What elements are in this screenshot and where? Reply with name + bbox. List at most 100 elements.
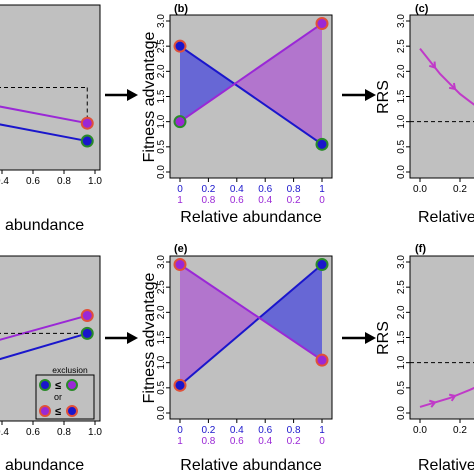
panel-f-direction-chevron-3 <box>448 393 457 402</box>
panel-b-letter: (b) <box>174 3 188 15</box>
panel-a-endpoint-1 <box>80 116 94 130</box>
panel-c-ytick-label-0: 0.0 <box>396 165 407 179</box>
panel-d-xtick-label-0: 0.4 <box>0 427 9 438</box>
panel-e-xtick-top-label-5: 1 <box>319 425 325 436</box>
panel-e-xtick-top-label-4: 0.8 <box>287 425 301 436</box>
panel-a-xtick-label-2: 0.8 <box>57 176 71 187</box>
panel-b-ytick-label-5: 2.5 <box>156 39 167 53</box>
panel-b-left-area <box>180 46 235 122</box>
panel-a-xlabel: abundance <box>5 217 84 234</box>
panel-d-line-purple <box>0 314 88 341</box>
panel-b-xtick-bottom-label-1: 0.8 <box>201 195 215 206</box>
panel-f-ytick-label-5: 2.5 <box>396 280 407 294</box>
panel-b-point-purple-end <box>315 17 329 31</box>
panel-b-point-purple-start <box>173 115 187 129</box>
panel-b-xtick-top-label-2: 0.4 <box>230 184 244 195</box>
legend-le-1: ≤ <box>55 380 61 392</box>
panel-e-point-blue-start <box>173 378 187 392</box>
panel-b-ytick-label-4: 2.0 <box>156 64 167 78</box>
panel-d-xtick-label-1: 0.6 <box>26 427 40 438</box>
legend-marker-blue-2 <box>66 405 78 417</box>
exclusion-legend: exclusion ≤ or ≤ <box>35 365 95 420</box>
panel-b-right-area <box>234 23 322 145</box>
panel-c-xtick-label-0: 0.0 <box>413 184 427 195</box>
arrow-b-to-c <box>342 89 376 101</box>
panel-b-point-blue-start <box>173 39 187 53</box>
panel-e-ytick-label-5: 2.5 <box>156 280 167 294</box>
panel-e-xtick-bottom-label-5: 0 <box>319 436 325 447</box>
panel-e-ytick-label-1: 0.5 <box>156 380 167 394</box>
panel-c-rrs-line <box>419 48 474 106</box>
panel-c-direction-chevron-1 <box>428 61 437 69</box>
panel-e-point-purple-start <box>173 258 187 272</box>
panel-c-xlabel: Relative <box>418 209 474 226</box>
panel-c-ytick-label-3: 1.5 <box>396 89 407 103</box>
panel-b-xtick-top-label-5: 1 <box>319 184 325 195</box>
panel-c-ylabel: RRS <box>375 80 392 114</box>
panel-e-point-blue-end <box>315 258 329 272</box>
panel-e-letter: (e) <box>174 243 188 255</box>
panel-f-ytick-label-4: 2.0 <box>396 305 407 319</box>
panel-c-ytick-label-2: 1.0 <box>396 114 407 128</box>
panel-b-xtick-top-label-4: 0.8 <box>287 184 301 195</box>
panel-f-ylabel: RRS <box>375 321 392 355</box>
panel-d-xtick-label-2: 0.8 <box>57 427 71 438</box>
panel-e-xtick-bottom-label-1: 0.8 <box>201 436 215 447</box>
panel-f-ytick-label-2: 1.0 <box>396 355 407 369</box>
panel-b-ytick-label-1: 0.5 <box>156 139 167 153</box>
panel-b-ytick-label-0: 0.0 <box>156 165 167 179</box>
panel-b-line-blue <box>179 45 323 146</box>
panel-e-xtick-top-label-3: 0.6 <box>258 425 272 436</box>
panel-e-ytick-label-4: 2.0 <box>156 305 167 319</box>
panel-e-left-area <box>180 264 260 386</box>
panel-e-xtick-top-label-1: 0.2 <box>201 425 215 436</box>
exclusion-legend-title: exclusion <box>52 365 88 375</box>
panel-f-direction-chevron-1 <box>428 399 437 408</box>
panel-b-xtick-bottom-label-2: 0.6 <box>230 195 244 206</box>
panel-e-line-blue <box>179 263 323 387</box>
panel-b-ytick-label-6: 3.0 <box>156 14 167 28</box>
panel-b-xtick-top-label-0: 0 <box>177 184 183 195</box>
panel-b-ytick-label-2: 1.0 <box>156 114 167 128</box>
panel-e-xtick-bottom-label-4: 0.2 <box>287 436 301 447</box>
chart-marks: 0.00.51.01.52.02.53.0010.20.80.40.60.60.… <box>0 14 474 447</box>
panel-a-xtick-label-1: 0.6 <box>26 176 40 187</box>
panel-e-point-purple-end <box>315 353 329 367</box>
arrow-d-to-e <box>105 332 138 344</box>
panel-b-xlabel: Relative abundance <box>180 209 322 226</box>
panel-f-ytick-label-3: 1.5 <box>396 330 407 344</box>
arrow-e-to-f <box>342 332 376 344</box>
panel-f-xtick-label-1: 0.2 <box>453 425 467 436</box>
panel-a-endpoint-0 <box>80 134 94 148</box>
panel-c-letter: (c) <box>415 3 429 15</box>
panel-f <box>409 255 474 420</box>
panel-a-line-blue <box>0 123 88 143</box>
panel-e-right-area <box>259 264 322 361</box>
panel-b-xtick-bottom-label-5: 0 <box>319 195 325 206</box>
panel-e-ylabel: Fitness advantage <box>141 273 158 404</box>
panel-e-xtick-bottom-label-2: 0.6 <box>230 436 244 447</box>
panel-e-ytick-label-0: 0.0 <box>156 406 167 420</box>
panel-d-endpoint-1 <box>80 309 94 323</box>
legend-marker-blue <box>39 379 51 391</box>
panel-f-plot-area <box>409 255 474 420</box>
panel-a-xtick-label-3: 1.0 <box>88 176 102 187</box>
panel-b-point-blue-end <box>315 137 329 151</box>
panel-b-ylabel: Fitness advantage <box>141 32 158 163</box>
panel-c-xtick-label-1: 0.2 <box>453 184 467 195</box>
panel-b-xtick-top-label-1: 0.2 <box>201 184 215 195</box>
panel-d-xtick-label-3: 1.0 <box>88 427 102 438</box>
panel-e-xtick-bottom-label-0: 1 <box>177 436 183 447</box>
panel-c-ytick-label-4: 2.0 <box>396 64 407 78</box>
panel-b-xtick-bottom-label-3: 0.4 <box>258 195 272 206</box>
legend-le-2: ≤ <box>55 406 61 418</box>
panel-f-xlabel: Relative <box>418 457 474 474</box>
panel-d-xlabel: abundance <box>5 457 84 474</box>
panel-c-ytick-label-6: 3.0 <box>396 14 407 28</box>
panel-c-ytick-label-5: 2.5 <box>396 39 407 53</box>
legend-marker-purple <box>66 379 78 391</box>
panel-b-xtick-top-label-3: 0.6 <box>258 184 272 195</box>
panel-e-ytick-label-3: 1.5 <box>156 330 167 344</box>
panel-e-ytick-label-6: 3.0 <box>156 255 167 269</box>
